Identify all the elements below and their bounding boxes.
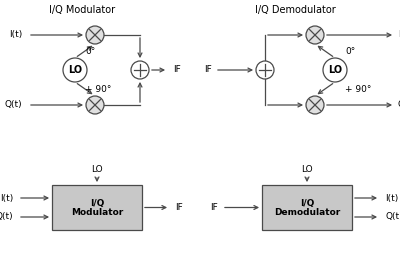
Circle shape — [306, 26, 324, 44]
Text: IF: IF — [210, 203, 218, 212]
Text: IF: IF — [175, 203, 183, 212]
Circle shape — [63, 58, 87, 82]
Text: Modulator: Modulator — [71, 208, 123, 217]
Text: IF: IF — [173, 65, 181, 75]
Text: Q(t): Q(t) — [385, 212, 400, 222]
Circle shape — [306, 96, 324, 114]
Text: Q(t): Q(t) — [0, 212, 13, 222]
Circle shape — [256, 61, 274, 79]
Circle shape — [131, 61, 149, 79]
Text: Q(t): Q(t) — [398, 101, 400, 109]
Text: + 90°: + 90° — [85, 84, 111, 94]
Text: I(t): I(t) — [385, 194, 398, 202]
Circle shape — [323, 58, 347, 82]
Text: IF: IF — [204, 65, 212, 75]
Text: I(t): I(t) — [398, 30, 400, 40]
Text: 0°: 0° — [345, 47, 355, 55]
Text: I(t): I(t) — [0, 194, 13, 202]
Bar — [52, 185, 142, 230]
Text: LO: LO — [328, 65, 342, 75]
Text: 0°: 0° — [85, 47, 95, 55]
Circle shape — [86, 96, 104, 114]
Text: I/Q Demodulator: I/Q Demodulator — [255, 5, 335, 15]
Circle shape — [86, 26, 104, 44]
Text: LO: LO — [91, 165, 103, 175]
Text: + 90°: + 90° — [345, 84, 371, 94]
Text: LO: LO — [301, 165, 313, 175]
Text: I/Q Modulator: I/Q Modulator — [49, 5, 115, 15]
Text: I/Q: I/Q — [300, 199, 314, 208]
Text: Demodulator: Demodulator — [274, 208, 340, 217]
Text: I/Q: I/Q — [90, 199, 104, 208]
Text: I(t): I(t) — [9, 30, 22, 40]
Bar — [262, 185, 352, 230]
Text: LO: LO — [68, 65, 82, 75]
Text: Q(t): Q(t) — [4, 101, 22, 109]
